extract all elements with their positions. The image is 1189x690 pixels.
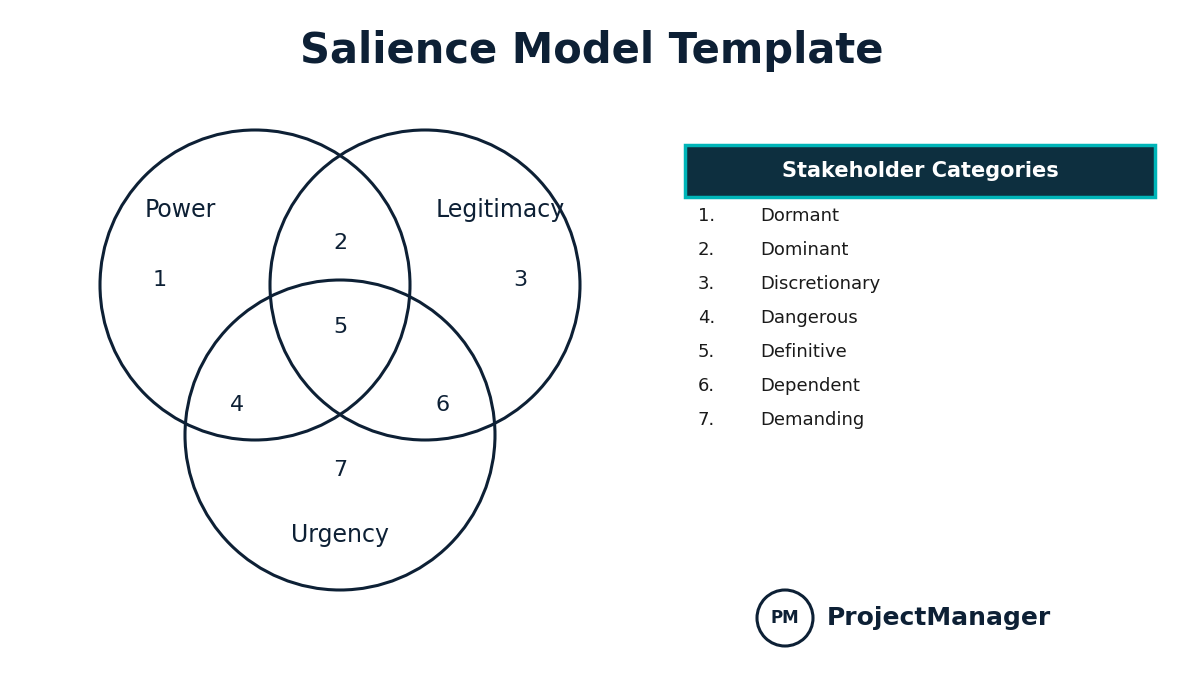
Text: 1: 1	[153, 270, 168, 290]
Text: Dependent: Dependent	[760, 377, 860, 395]
Text: ProjectManager: ProjectManager	[828, 606, 1051, 630]
Text: PM: PM	[770, 609, 799, 627]
Text: 2: 2	[333, 233, 347, 253]
Text: Salience Model Template: Salience Model Template	[300, 30, 883, 72]
Text: Legitimacy: Legitimacy	[435, 198, 565, 222]
Text: Definitive: Definitive	[760, 343, 847, 361]
Text: Power: Power	[144, 198, 215, 222]
Text: 5: 5	[333, 317, 347, 337]
Text: Stakeholder Categories: Stakeholder Categories	[781, 161, 1058, 181]
FancyBboxPatch shape	[685, 145, 1155, 197]
Text: 6.: 6.	[698, 377, 715, 395]
Text: 3: 3	[512, 270, 527, 290]
Text: Discretionary: Discretionary	[760, 275, 880, 293]
Text: Dominant: Dominant	[760, 241, 849, 259]
Text: 5.: 5.	[698, 343, 715, 361]
Text: 2.: 2.	[698, 241, 715, 259]
Text: 4.: 4.	[698, 309, 715, 327]
Text: 7: 7	[333, 460, 347, 480]
Text: 4: 4	[229, 395, 244, 415]
Text: 3.: 3.	[698, 275, 715, 293]
Text: 6: 6	[436, 395, 451, 415]
Text: Dangerous: Dangerous	[760, 309, 857, 327]
Text: 7.: 7.	[698, 411, 715, 429]
Text: 1.: 1.	[698, 207, 715, 225]
Text: Demanding: Demanding	[760, 411, 864, 429]
Text: Urgency: Urgency	[291, 523, 389, 547]
Text: Dormant: Dormant	[760, 207, 839, 225]
